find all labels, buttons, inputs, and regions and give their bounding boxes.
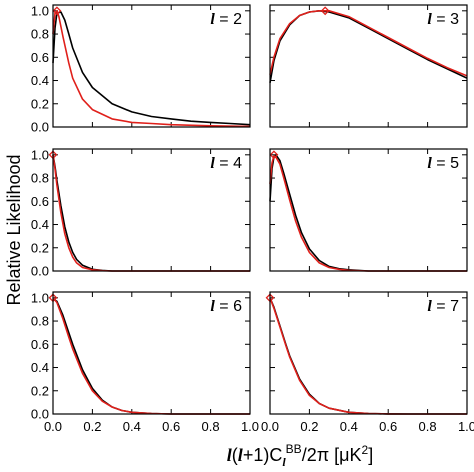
y-axis-label: Relative Likelihood xyxy=(4,154,24,305)
y-tick-label: 0.8 xyxy=(31,27,49,42)
panel-label-value: = 5 xyxy=(432,155,459,172)
y-tick-label: 0.6 xyxy=(31,50,49,65)
panel-0: 0.0 0.2 0.4 0.6 0.8 1.0 l = 2 xyxy=(31,3,251,135)
panel-3: l = 5 xyxy=(269,148,468,272)
panel-frame xyxy=(269,4,468,128)
series-line-black xyxy=(269,297,467,415)
y-tick-label: 1.0 xyxy=(31,3,49,18)
y-tick-label: 0.2 xyxy=(31,96,49,111)
y-tick-label: 0.0 xyxy=(31,120,49,135)
series-line-black xyxy=(52,11,251,126)
x-tick-label: 0.8 xyxy=(202,419,220,434)
y-tick-label: 0.6 xyxy=(31,194,49,209)
panel-label-symbol: l xyxy=(427,155,432,172)
series-line-red xyxy=(52,10,251,128)
x-tick-label: 0.6 xyxy=(162,419,180,434)
series-line-black xyxy=(269,154,467,272)
panel-label-value: = 4 xyxy=(215,155,242,172)
panel-frame xyxy=(269,148,468,272)
y-tick-label: 1.0 xyxy=(31,147,49,162)
series-line-red xyxy=(52,297,250,415)
panel-4: 0.0 0.2 0.4 0.6 0.8 1.0 0.0 0.2 0.4 0.6 0.8 1.0 l = … xyxy=(31,290,259,434)
series-line-black xyxy=(52,298,250,415)
panel-label-value: = 2 xyxy=(215,11,242,28)
panel-label-symbol: l xyxy=(210,11,215,28)
y-tick-label: 0.0 xyxy=(31,407,49,422)
panel-label-symbol: l xyxy=(210,155,215,172)
series-line-red xyxy=(269,10,468,77)
series-line-red xyxy=(269,297,467,415)
y-tick-label: 0.2 xyxy=(31,383,49,398)
y-tick-label: 1.0 xyxy=(31,290,49,305)
x-tick-label: 1.0 xyxy=(458,419,474,434)
panel-label-value: = 3 xyxy=(432,11,459,28)
panel-frame xyxy=(269,291,468,415)
series-line-red xyxy=(269,155,467,272)
series-line-black xyxy=(52,154,250,272)
x-tick-label: 0.2 xyxy=(300,419,318,434)
peak-marker xyxy=(52,6,62,16)
y-tick-label: 0.4 xyxy=(31,73,49,88)
panel-label: l = 2 xyxy=(210,11,242,28)
x-tick-label: 0.0 xyxy=(261,419,279,434)
panel-label: l = 7 xyxy=(427,298,459,315)
panel-label-symbol: l xyxy=(427,298,432,315)
panel-label: l = 3 xyxy=(427,11,459,28)
panel-label: l = 5 xyxy=(427,155,459,172)
panel-label: l = 6 xyxy=(210,298,242,315)
x-tick-label: 1.0 xyxy=(241,419,259,434)
panel-label-value: = 7 xyxy=(432,298,459,315)
x-tick-label: 0.8 xyxy=(419,419,437,434)
panel-5: 0.0 0.2 0.4 0.6 0.8 1.0 l = 7 xyxy=(261,291,474,434)
y-tick-label: 0.4 xyxy=(31,360,49,375)
x-tick-label: 0.0 xyxy=(44,419,62,434)
peak-marker xyxy=(269,150,279,160)
y-tick-label: 0.2 xyxy=(31,240,49,255)
panel-label-symbol: l xyxy=(427,11,432,28)
panel-label-symbol: l xyxy=(210,298,215,315)
x-tick-label: 0.4 xyxy=(123,419,141,434)
panel-label-value: = 6 xyxy=(215,298,242,315)
y-tick-label: 0.6 xyxy=(31,337,49,352)
panel-frame xyxy=(52,148,251,272)
x-tick-label: 0.4 xyxy=(340,419,358,434)
series-line-red xyxy=(52,154,250,272)
panel-1: l = 3 xyxy=(269,4,468,128)
y-tick-label: 0.4 xyxy=(31,217,49,232)
x-tick-label: 0.6 xyxy=(379,419,397,434)
y-tick-label: 0.8 xyxy=(31,314,49,329)
series-line-black xyxy=(269,10,468,83)
x-tick-label: 0.2 xyxy=(83,419,101,434)
panel-label: l = 4 xyxy=(210,155,242,172)
peak-marker xyxy=(320,6,330,16)
panel-frame xyxy=(52,291,251,415)
panel-frame xyxy=(52,4,251,128)
y-tick-label: 0.8 xyxy=(31,171,49,186)
panel-2: 0.0 0.2 0.4 0.6 0.8 1.0 l = 4 xyxy=(31,147,251,279)
y-tick-label: 0.0 xyxy=(31,264,49,279)
x-axis-label: l(l+1)ClBB/2π [μK2] xyxy=(227,442,373,469)
